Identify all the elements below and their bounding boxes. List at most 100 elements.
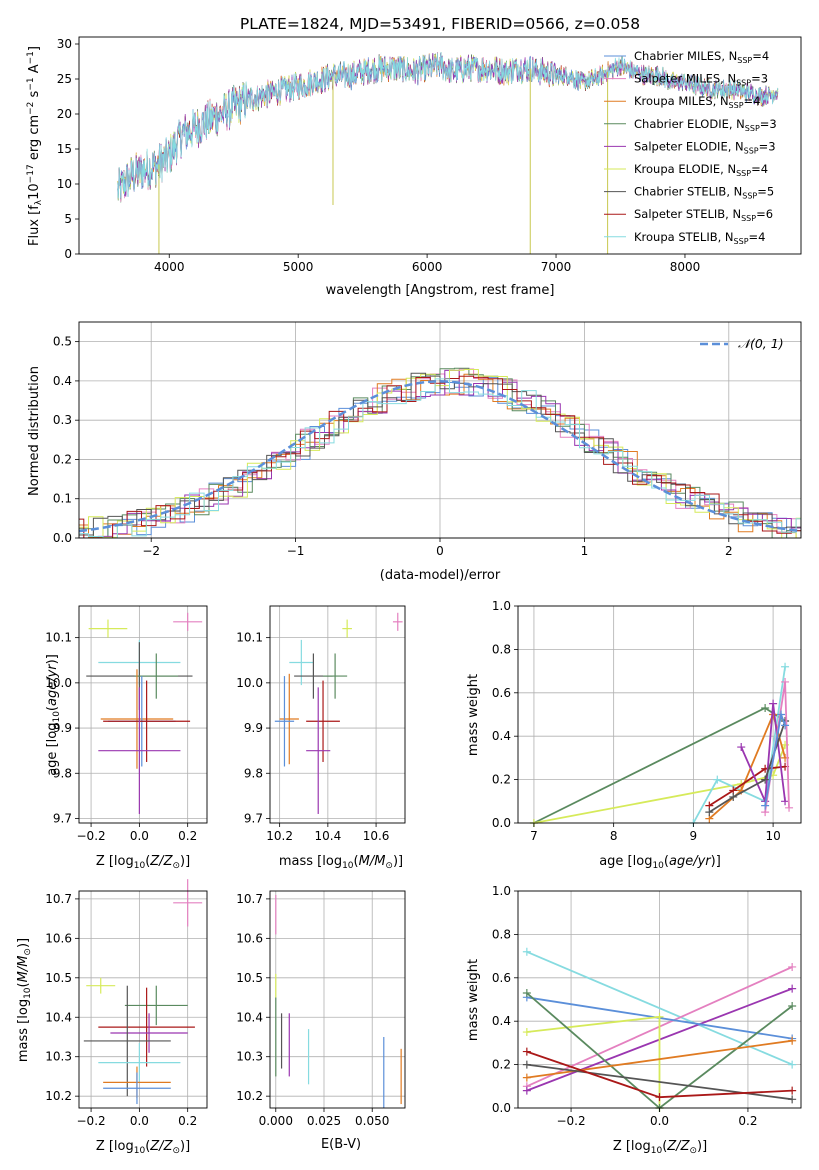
y-tick-label: 10: [57, 177, 72, 191]
spectrum-ylabel: Flux [fλ10−17 erg cm−2 s−1 A−1]: [26, 46, 44, 246]
mass-vs-ebv-xlabel: E(B-V): [321, 1137, 361, 1152]
y-tick-label: 10.5: [45, 971, 72, 985]
weight-series-line: [526, 950, 793, 1066]
age-vs-z-ylabel-main: age [log: [45, 723, 60, 776]
weight-point: [713, 775, 722, 784]
errorbar-point: [306, 687, 331, 814]
weight-point: [522, 1073, 531, 1082]
y-tick-label: 0.0: [492, 816, 511, 830]
x-tick-label: 0.2: [738, 1114, 757, 1128]
y-tick-label: 0.0: [492, 1101, 511, 1115]
weight-point: [761, 775, 770, 784]
y-tick-label: 5: [64, 212, 72, 226]
y-tick-label: 10.4: [45, 1010, 72, 1024]
x-tick-label: 8000: [670, 260, 701, 274]
errorbar-point: [392, 612, 403, 631]
y-tick-label: 0.2: [53, 452, 72, 466]
y-tick-label: 0.0: [53, 531, 72, 545]
y-tick-label: 0.3: [53, 413, 72, 427]
x-tick-label: 10.4: [314, 829, 341, 843]
legend-label: Kroupa MILES, NSSP=4: [634, 94, 760, 110]
x-tick-label: 0.0: [130, 1114, 149, 1128]
weights-vs-age-xlabel: age [log10(age/yr)]: [599, 854, 721, 871]
weight-point: [769, 699, 778, 708]
mass-vs-z-panel: −0.2 0.0 0.2 10.2 10.3 10.4 10.5 10.6 10.7: [45, 879, 208, 1128]
axes-frame: [517, 890, 802, 1109]
weight-point: [522, 1060, 531, 1069]
spectrum-legend: Chabrier MILES, NSSP=4 Salpeter MILES, NS…: [604, 49, 777, 246]
errorbar-point: [124, 985, 188, 1026]
y-tick-label: 0.8: [492, 927, 511, 941]
y-tick-label: 10.4: [236, 1010, 263, 1024]
weights-vs-z-xlabel-main: Z [log: [613, 1139, 651, 1154]
legend-label: Salpeter ELODIE, NSSP=3: [634, 139, 776, 155]
weights-vs-age-xlabel-main: age [log: [599, 854, 652, 869]
y-tick-label: 10.2: [45, 1089, 72, 1103]
residuals-ylabel: Normed distribution: [27, 366, 42, 496]
y-tick-label: 0.4: [53, 374, 72, 388]
errorbar-point: [88, 619, 128, 638]
histogram-step: [79, 373, 801, 538]
errorbar-point: [173, 879, 203, 927]
plot-area: [78, 367, 802, 538]
plot-area: [274, 612, 403, 814]
y-tick-label: 1.0: [492, 599, 511, 613]
legend-label: Salpeter MILES, NSSP=3: [634, 72, 768, 88]
x-tick-label: 0.050: [355, 1114, 389, 1128]
y-tick-label: 9.7: [53, 811, 72, 825]
y-tick-label: 10.0: [236, 676, 263, 690]
x-tick-label: 0.2: [178, 1114, 197, 1128]
y-tick-label: 0.2: [492, 773, 511, 787]
x-tick-label: 10.6: [363, 829, 390, 843]
weights-vs-z-xlabel: Z [log10(Z/Z⊙)]: [613, 1139, 707, 1156]
errorbar-point: [103, 680, 191, 762]
weight-point: [781, 721, 790, 730]
y-tick-label: 10.7: [45, 892, 72, 906]
weight-series-line: [740, 703, 786, 802]
age-vs-z-xlabel: Z [log10(Z/Z⊙)]: [96, 854, 190, 871]
age-vs-z-ylabel: age [log10(age/yr)]: [45, 654, 62, 776]
spectrum-line: [117, 52, 779, 199]
x-tick-label: 10: [765, 829, 780, 843]
errorbar-point: [100, 669, 174, 769]
errorbar-point: [86, 977, 116, 994]
weight-point: [522, 1028, 531, 1037]
spectrum-ylabel-main: Flux [f: [27, 205, 42, 246]
spectrum-xlabel: wavelength [Angstrom, rest frame]: [326, 283, 555, 298]
errorbar-point: [289, 639, 314, 686]
y-tick-label: 10.1: [45, 631, 72, 645]
plot-area: [86, 612, 203, 814]
residuals-panel: −2 −1 0 1 2 0.0 0.1 0.2 0.3 0.4 0.5 𝒩(0, 1): [53, 321, 802, 558]
errorbar-point: [306, 680, 340, 762]
axes-frame: [78, 36, 802, 255]
errorbar-point: [103, 1072, 171, 1105]
axes-frame: [269, 890, 406, 1109]
legend-label: Chabrier ELODIE, NSSP=3: [634, 117, 777, 133]
weight-point: [522, 1086, 531, 1095]
gaussian-curve: [78, 380, 802, 533]
y-tick-label: 0.4: [492, 1014, 511, 1028]
legend-label: Salpeter STELIB, NSSP=6: [634, 207, 773, 223]
legend-label: Kroupa STELIB, NSSP=4: [634, 230, 765, 246]
axes-frame: [78, 605, 208, 824]
y-tick-label: 25: [57, 72, 72, 86]
errorbar-point: [274, 676, 295, 767]
x-tick-label: 7: [530, 829, 538, 843]
y-tick-label: 9.8: [244, 766, 263, 780]
plot-area: [83, 879, 203, 1105]
plot-area: [275, 894, 402, 1108]
x-tick-label: 9: [690, 829, 698, 843]
weight-series-line: [692, 666, 786, 824]
x-tick-label: −0.2: [77, 829, 106, 843]
weight-point: [788, 1002, 797, 1011]
errorbar-point: [98, 1042, 181, 1083]
y-tick-label: 10.3: [236, 1050, 263, 1064]
errorbar-point: [323, 653, 348, 699]
x-tick-label: 0.0: [130, 829, 149, 843]
mass-vs-z-ylabel-main: mass [log: [16, 999, 31, 1062]
axes-frame: [269, 605, 406, 824]
weights-vs-z-panel: −0.2 0.0 0.2 0.0 0.2 0.4 0.6 0.8 1.0: [492, 884, 802, 1128]
plot-area: [117, 52, 779, 254]
errorbar-point: [83, 985, 171, 1097]
weight-point: [761, 801, 770, 810]
